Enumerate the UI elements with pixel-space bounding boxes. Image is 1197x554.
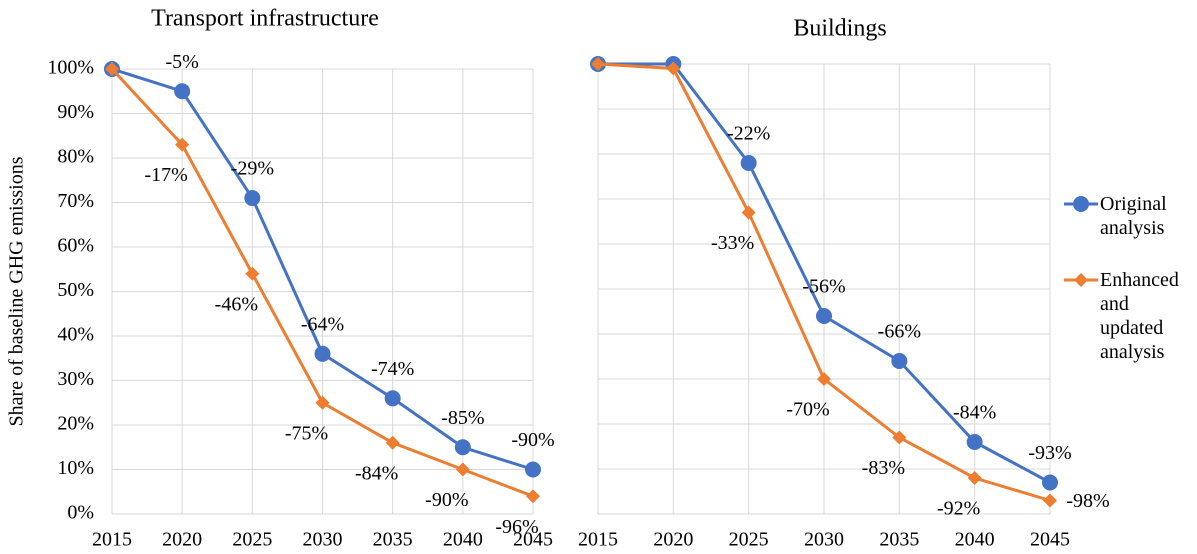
point: [741, 205, 756, 220]
x-tick-label: 2015: [578, 529, 618, 551]
legend: Original analysis Enhanced and updated an…: [1062, 192, 1197, 392]
y-tick-label: 10%: [57, 457, 94, 479]
y-tick-label: 0%: [67, 502, 94, 524]
point: [817, 372, 831, 386]
x-tick-label: 2020: [162, 529, 202, 551]
chart-title: Buildings: [793, 16, 886, 42]
point: [891, 353, 908, 369]
y-tick-label: 80%: [57, 146, 94, 168]
y-tick-label: 70%: [57, 190, 94, 212]
data-label: -90%: [511, 429, 554, 451]
point: [591, 57, 605, 71]
point: [1042, 474, 1058, 491]
data-label: -96%: [495, 516, 538, 538]
point: [175, 137, 190, 152]
data-label: -33%: [711, 232, 754, 254]
data-label: -66%: [878, 321, 921, 343]
data-label: -74%: [371, 358, 414, 380]
data-label: -92%: [937, 498, 980, 520]
x-tick-label: 2045: [1030, 529, 1070, 551]
y-tick-label: 60%: [57, 235, 94, 257]
data-label: -64%: [301, 313, 344, 335]
x-tick-label: 2040: [955, 529, 995, 551]
data-label: -70%: [786, 399, 829, 421]
y-tick-label: 20%: [57, 413, 94, 435]
legend-swatch: [1064, 196, 1098, 212]
x-tick-label: 2040: [443, 529, 483, 551]
x-tick-label: 2015: [92, 529, 132, 551]
data-label: -85%: [441, 407, 484, 429]
data-label: -56%: [802, 276, 845, 298]
point: [892, 430, 907, 445]
x-tick-label: 2035: [373, 529, 413, 551]
legend-item: Enhanced and updated analysis: [1062, 268, 1197, 364]
point: [174, 83, 191, 100]
y-axis-label: Share of baseline GHG emissions: [6, 156, 28, 426]
data-label: -17%: [145, 164, 188, 186]
point: [526, 489, 540, 504]
y-tick-label: 50%: [57, 279, 94, 301]
x-tick-label: 2025: [729, 529, 769, 551]
data-label: -84%: [953, 402, 996, 424]
y-tick-label: 30%: [57, 368, 94, 390]
y-tick-label: 100%: [47, 57, 94, 79]
point: [1043, 493, 1057, 508]
x-tick-label: 2020: [653, 529, 693, 551]
point: [666, 61, 681, 76]
point: [245, 266, 260, 281]
legend-marker: [1073, 196, 1089, 212]
legend-label: Enhanced and updated analysis: [1100, 269, 1179, 363]
point: [244, 190, 261, 207]
point: [105, 62, 119, 76]
point: [525, 461, 541, 478]
x-tick-label: 2030: [303, 529, 343, 551]
data-label: -22%: [727, 123, 770, 145]
x-tick-label: 2045: [513, 529, 553, 551]
point: [314, 345, 331, 362]
point: [816, 308, 832, 324]
x-tick-label: 2035: [879, 529, 919, 551]
point: [967, 471, 982, 485]
point: [315, 395, 330, 410]
data-label: -46%: [215, 293, 258, 315]
y-tick-label: 40%: [57, 324, 94, 346]
point: [384, 390, 401, 407]
data-label: -98%: [1066, 490, 1109, 512]
data-label: -93%: [1028, 442, 1071, 464]
point: [966, 434, 983, 450]
legend-marker: [1074, 273, 1088, 287]
x-tick-label: 2025: [232, 529, 272, 551]
point: [454, 439, 471, 456]
data-label: -83%: [862, 457, 905, 479]
x-tick-label: 2030: [804, 529, 844, 551]
data-label: -5%: [166, 51, 199, 73]
data-label: -29%: [231, 158, 274, 180]
data-label: -84%: [355, 462, 398, 484]
point: [740, 155, 757, 171]
chart-title: Transport infrastructure: [151, 6, 379, 32]
legend-label: Original analysis: [1100, 193, 1167, 239]
data-label: -75%: [285, 422, 328, 444]
data-label: -90%: [425, 489, 468, 511]
legend-swatch: [1064, 273, 1098, 287]
point: [455, 462, 470, 477]
y-tick-label: 90%: [57, 101, 94, 123]
point: [385, 435, 400, 450]
legend-item: Original analysis: [1062, 192, 1197, 240]
